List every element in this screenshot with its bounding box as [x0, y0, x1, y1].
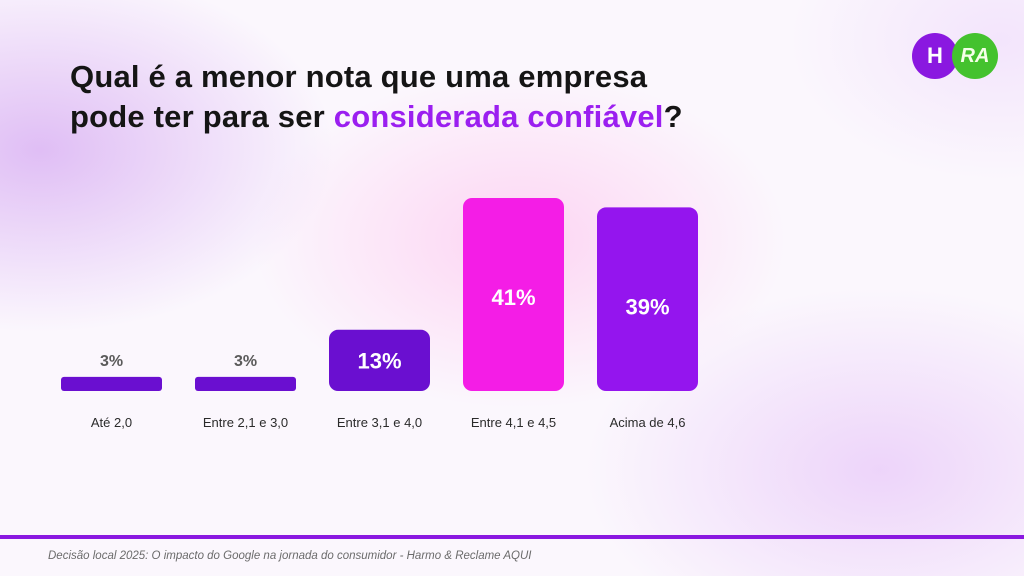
- bar-4: [597, 207, 698, 391]
- category-label-3: Entre 4,1 e 4,5: [471, 415, 556, 430]
- bar-chart: 3% Até 2,0 3% Entre 2,1 e 3,0 13% Entre 3,1 e…: [61, 198, 698, 430]
- value-label-2: 13%: [357, 348, 401, 373]
- bar-1: [195, 376, 296, 391]
- category-label-0: Até 2,0: [91, 415, 132, 430]
- brand-logos: H RA: [912, 33, 998, 81]
- category-label-2: Entre 3,1 e 4,0: [337, 415, 422, 430]
- title-line-2-prefix: pode ter para ser: [70, 99, 334, 134]
- footer-source: Decisão local 2025: O impacto do Google …: [48, 550, 532, 562]
- bar-2: [329, 329, 430, 391]
- value-label-3: 41%: [491, 285, 535, 310]
- category-label-1: Entre 2,1 e 3,0: [203, 415, 288, 430]
- title-line-1: Qual é a menor nota que uma empresa: [70, 59, 648, 94]
- value-label-1: 3%: [234, 353, 257, 370]
- bar-3: [463, 198, 564, 391]
- category-label-4: Acima de 4,6: [610, 415, 686, 430]
- page-title: Qual é a menor nota que uma empresa pode…: [70, 57, 683, 137]
- reclame-aqui-logo: RA: [952, 33, 998, 79]
- value-label-0: 3%: [100, 353, 123, 370]
- harmo-logo: H: [912, 33, 958, 79]
- footer-divider: [0, 535, 1024, 539]
- title-highlight: considerada confiável: [333, 99, 664, 134]
- bar-0: [61, 376, 162, 391]
- value-label-4: 39%: [625, 294, 669, 319]
- title-line-2-suffix: ?: [663, 99, 683, 134]
